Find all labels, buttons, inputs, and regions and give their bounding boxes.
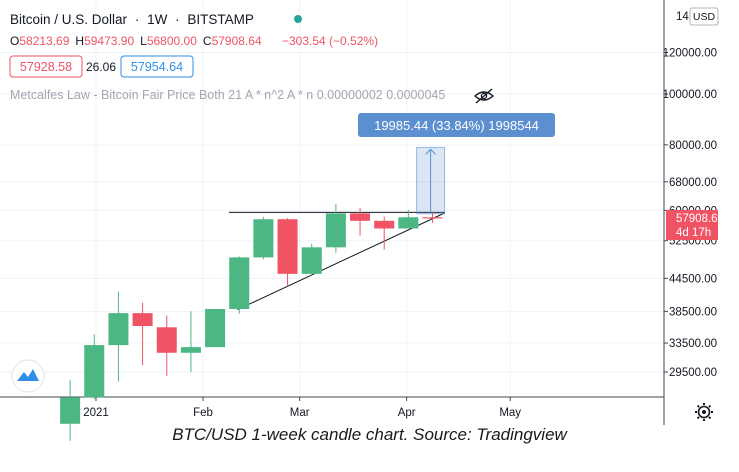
spread-value: 26.06 bbox=[86, 60, 116, 74]
tradingview-logo[interactable] bbox=[11, 359, 45, 393]
currency-label: USD bbox=[693, 11, 716, 23]
candles bbox=[60, 203, 443, 441]
ohlc-key: C bbox=[203, 34, 212, 48]
ohlc-key: O bbox=[10, 34, 19, 48]
exchange: BITSTAMP bbox=[187, 12, 254, 27]
bar-countdown: 4d 17h bbox=[676, 227, 711, 239]
x-tick-label: 2021 bbox=[83, 407, 109, 419]
current-price: 57908.64 bbox=[676, 213, 725, 225]
y-tick-label: 44500.00 bbox=[669, 273, 717, 285]
candle bbox=[398, 209, 419, 229]
candle-body bbox=[301, 247, 322, 274]
candle-body bbox=[156, 327, 177, 353]
candle bbox=[350, 208, 371, 236]
measure-label: 19985.44 (33.84%) 1998544 bbox=[374, 118, 539, 133]
bid-price: 57928.58 bbox=[20, 60, 72, 74]
candle bbox=[374, 216, 395, 250]
ohlc-value: 59473.90 bbox=[84, 34, 134, 48]
candle-body bbox=[205, 309, 226, 348]
time-axis[interactable]: 2021 Feb Mar Apr May bbox=[83, 397, 521, 419]
candle-body bbox=[350, 213, 371, 221]
ohlc-key: L bbox=[140, 34, 147, 48]
ohlc-value: 56800.00 bbox=[147, 34, 197, 48]
ask-box[interactable]: 57954.64 bbox=[120, 55, 194, 78]
x-tick-label: Mar bbox=[290, 407, 310, 419]
candle-body bbox=[84, 345, 105, 398]
change-value: −303.54 (−0.52%) bbox=[282, 34, 378, 48]
candle-body bbox=[325, 213, 346, 248]
market-status-icon bbox=[294, 15, 302, 23]
ask-price: 57954.64 bbox=[131, 60, 183, 74]
candle bbox=[325, 203, 346, 253]
candle bbox=[84, 334, 105, 400]
current-price-tag: 57908.64 4d 17h bbox=[666, 210, 725, 240]
y-tick-label: 80000.00 bbox=[669, 140, 717, 152]
candle bbox=[229, 256, 250, 314]
candle bbox=[108, 291, 129, 382]
y-tick-label: 68000.00 bbox=[669, 177, 717, 189]
measure-arrowhead bbox=[425, 148, 436, 155]
logo-icon bbox=[17, 369, 39, 381]
grid bbox=[0, 0, 664, 397]
ohlc-value: 58213.69 bbox=[19, 34, 69, 48]
interval: 1W bbox=[147, 12, 168, 27]
y-tick-label: 38500.00 bbox=[669, 306, 717, 318]
candle-body bbox=[277, 219, 298, 274]
candle-body bbox=[108, 313, 129, 346]
axis-top-partial-label: 14 bbox=[676, 11, 689, 23]
candle-body bbox=[132, 313, 153, 327]
separator: · bbox=[175, 12, 180, 27]
candle-body bbox=[253, 219, 274, 258]
figure-caption: BTC/USD 1-week candle chart. Source: Tra… bbox=[172, 425, 567, 444]
candle-body bbox=[180, 347, 201, 353]
candle-body bbox=[398, 217, 419, 229]
settings-gear-icon[interactable] bbox=[695, 403, 713, 421]
candle bbox=[156, 315, 177, 376]
candle bbox=[277, 218, 298, 287]
x-tick-label: Apr bbox=[398, 407, 416, 419]
candle-body bbox=[374, 220, 395, 229]
y-tick-label: 33500.00 bbox=[669, 338, 717, 350]
support-trendline[interactable] bbox=[237, 212, 445, 311]
indicator-label: Metcalfes Law - Bitcoin Fair Price Both … bbox=[10, 88, 445, 102]
candle-body bbox=[60, 397, 81, 424]
candle bbox=[60, 379, 81, 441]
y-tick-label: 100000.00 bbox=[663, 89, 717, 101]
hide-indicator-icon[interactable] bbox=[473, 88, 495, 104]
y-tick-label: 120000.00 bbox=[663, 47, 717, 59]
y-tick-label: 29500.00 bbox=[669, 367, 717, 379]
candle-body bbox=[229, 257, 250, 310]
price-axis[interactable]: 29500.0033500.0038500.0044500.0052500.00… bbox=[663, 47, 717, 379]
ohlc-value: 57908.64 bbox=[212, 34, 262, 48]
measure-label-box bbox=[358, 113, 555, 137]
separator: · bbox=[135, 12, 140, 27]
candle bbox=[205, 309, 226, 348]
ohlc-values: O58213.69 H59473.90 L56800.00 C57908.64 bbox=[10, 34, 262, 48]
bid-box[interactable]: 57928.58 bbox=[9, 55, 83, 78]
symbol-name: Bitcoin / U.S. Dollar bbox=[10, 12, 128, 27]
legend-header: Bitcoin / U.S. Dollar · 1W · BITSTAMP O5… bbox=[10, 12, 378, 48]
candle-body bbox=[422, 217, 443, 219]
currency-badge[interactable]: 14 USD bbox=[676, 7, 719, 26]
x-tick-label: May bbox=[499, 407, 521, 419]
overlays: 19985.44 (33.84%) 1998544 bbox=[358, 113, 555, 215]
candle bbox=[180, 311, 201, 372]
svg-text:Bitcoin / U.S. Dollar ·: Bitcoin / U.S. Dollar · 1W · BITSTAMP bbox=[10, 12, 254, 27]
candle bbox=[253, 216, 274, 260]
candle bbox=[301, 243, 322, 276]
ohlc-key: H bbox=[75, 34, 84, 48]
candle bbox=[132, 302, 153, 366]
x-tick-label: Feb bbox=[193, 407, 213, 419]
